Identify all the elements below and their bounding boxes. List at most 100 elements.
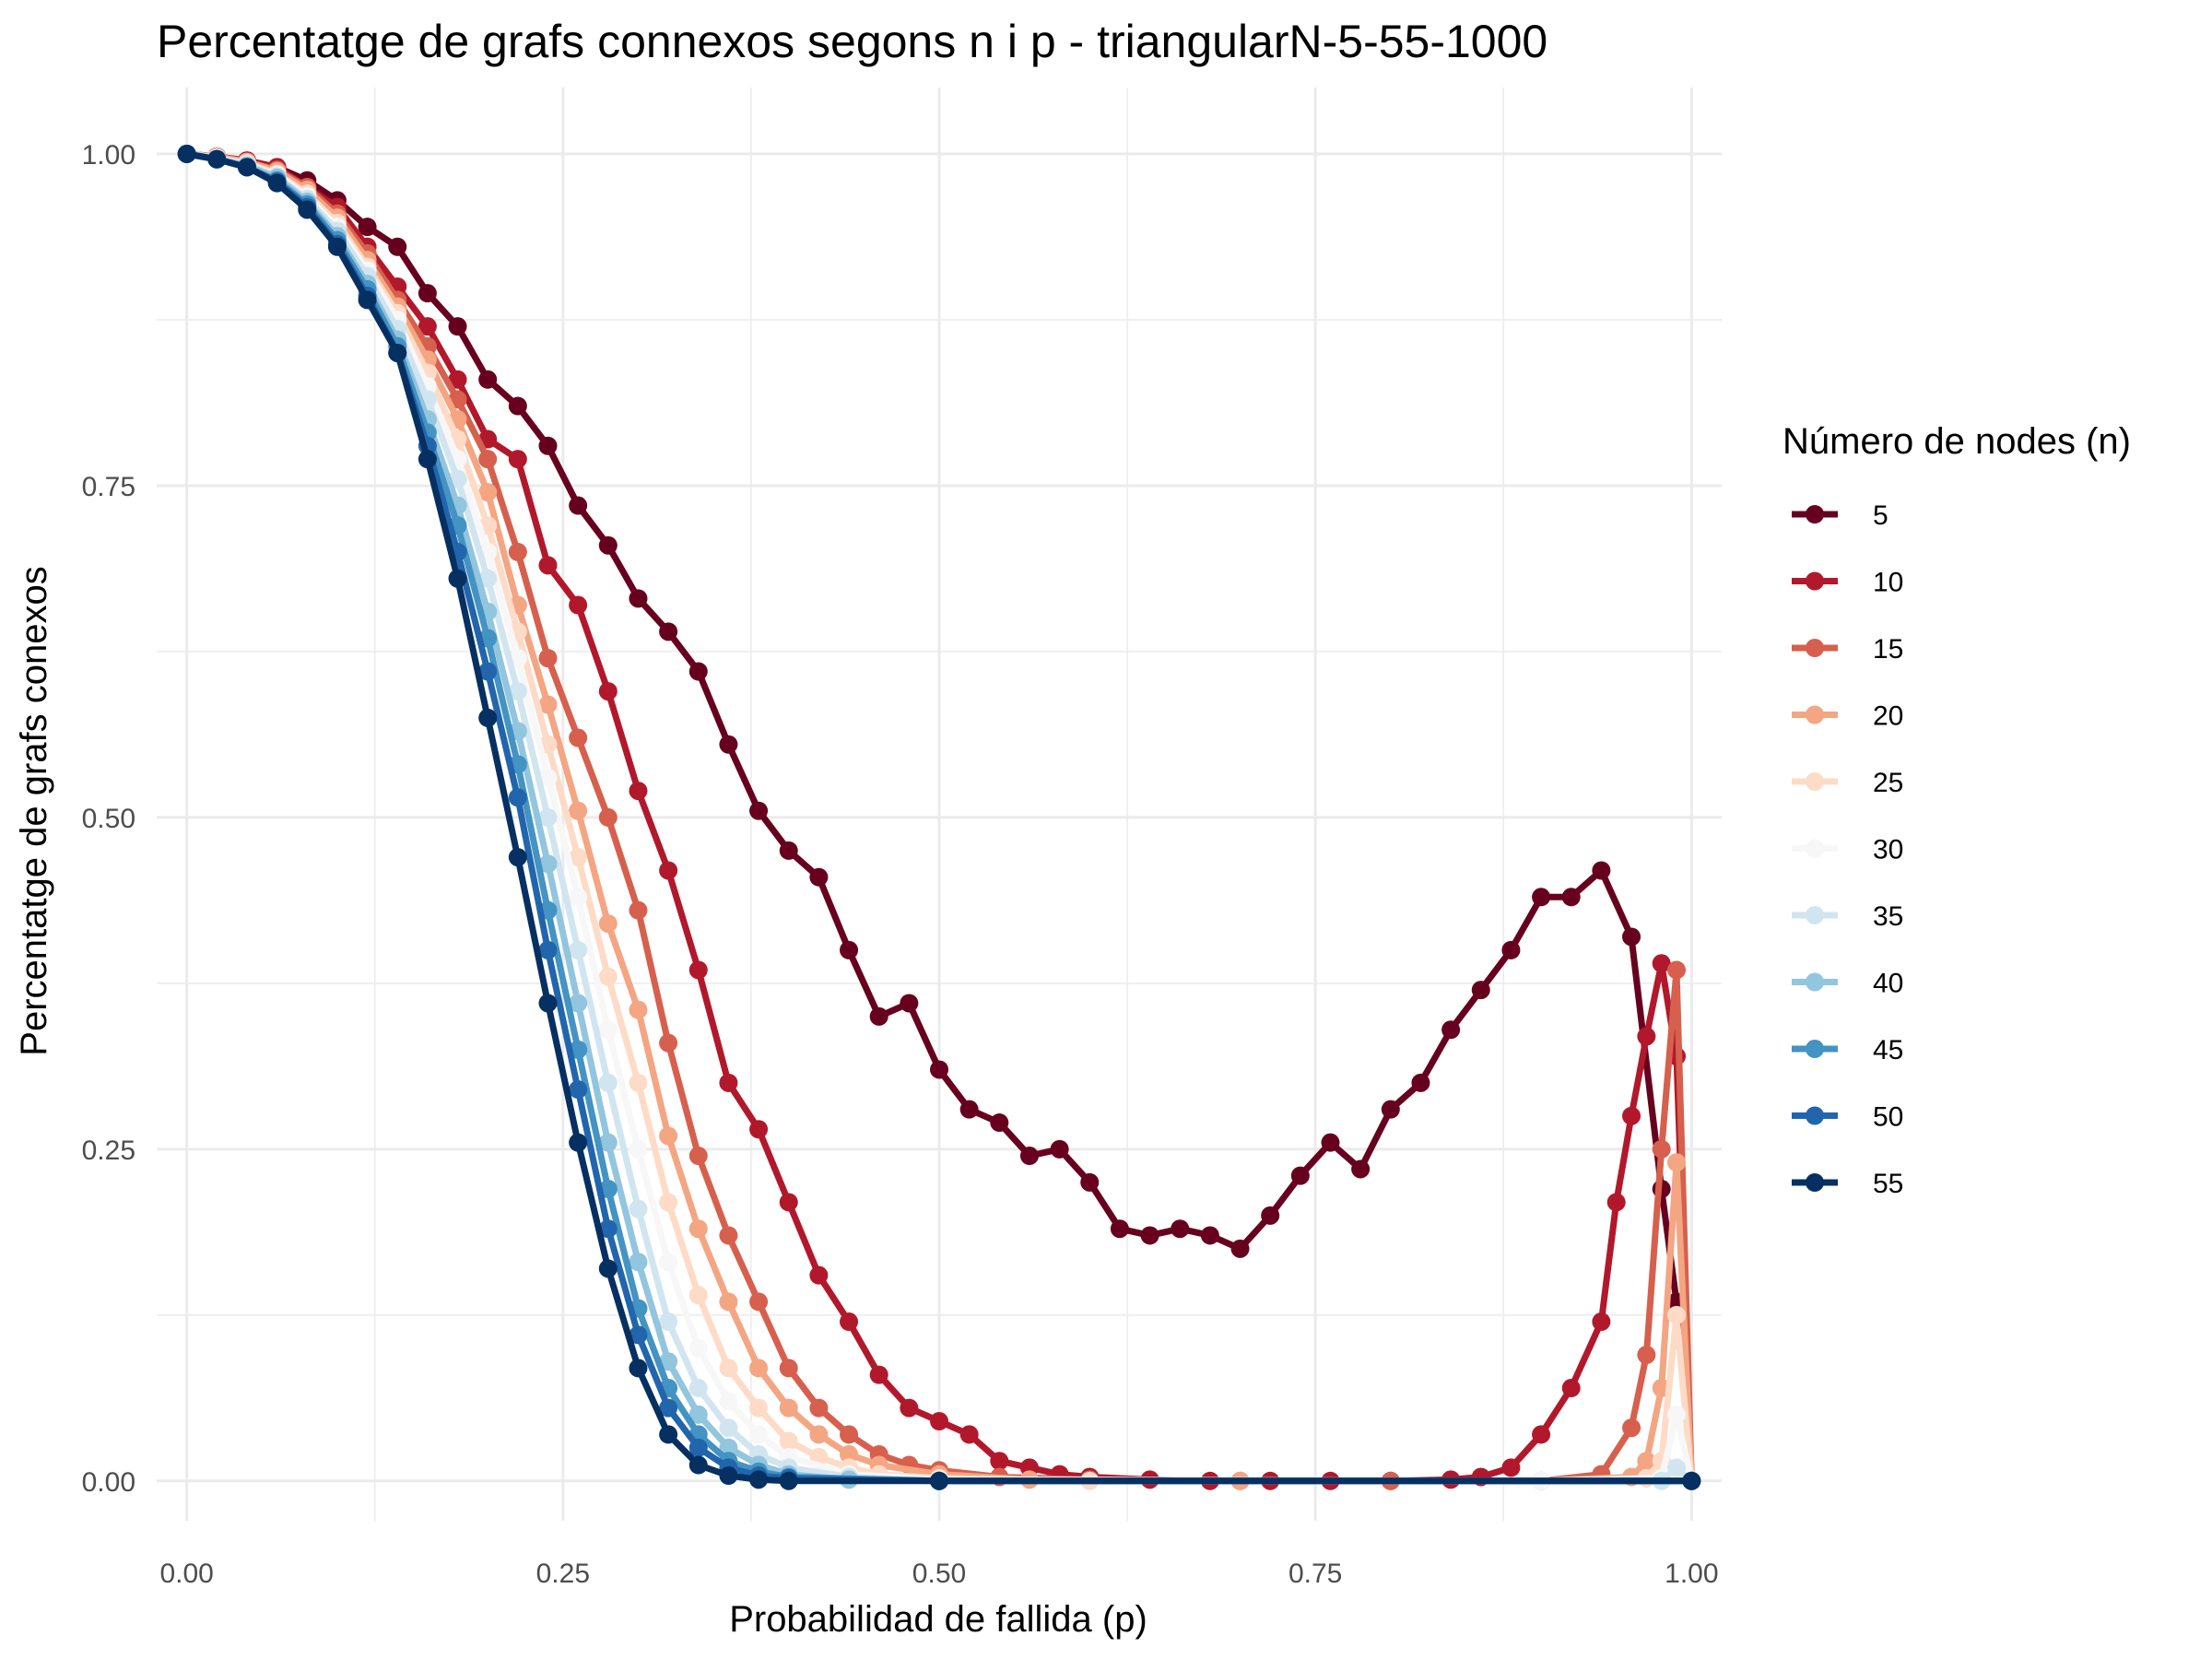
data-point [840, 1312, 859, 1332]
data-point [930, 1412, 948, 1431]
legend-label: 30 [1873, 835, 1903, 865]
data-point [688, 662, 708, 681]
data-point [1501, 940, 1521, 959]
y-tick-label: 0.00 [82, 1467, 135, 1498]
data-point [298, 200, 317, 219]
data-point [538, 994, 558, 1013]
legend-key-point [1806, 1106, 1824, 1125]
data-point [1667, 1405, 1687, 1424]
data-point [569, 888, 588, 907]
data-point [569, 801, 588, 820]
data-point [538, 436, 558, 455]
data-point [719, 1073, 738, 1092]
data-point [749, 1470, 769, 1489]
data-point [779, 1431, 798, 1451]
data-point [688, 1455, 708, 1475]
data-point [869, 1365, 888, 1384]
data-point [840, 1425, 859, 1444]
data-point [1667, 1458, 1687, 1477]
legend-label: 5 [1873, 500, 1888, 531]
legend-key-point [1806, 839, 1824, 858]
data-point [1532, 888, 1551, 907]
data-point [598, 1020, 618, 1040]
data-point [1050, 1139, 1069, 1159]
data-point [207, 149, 227, 169]
data-point [1667, 1305, 1687, 1324]
data-point [478, 708, 498, 727]
data-point [688, 1438, 708, 1457]
data-point [930, 1471, 948, 1490]
x-axis-ticks: 0.00 0.25 0.50 0.75 1.00 [159, 1559, 1718, 1589]
data-point [719, 1292, 738, 1312]
data-point [569, 595, 588, 615]
data-point [569, 940, 588, 959]
legend-key-point [1806, 772, 1824, 791]
legend-label: 15 [1873, 634, 1903, 665]
data-point [1592, 861, 1611, 880]
data-point [659, 622, 678, 641]
data-point [1622, 1418, 1641, 1438]
y-tick-label: 0.25 [82, 1135, 135, 1166]
series-line-5 [186, 150, 1695, 1482]
data-point [1637, 1346, 1656, 1365]
data-point [1411, 1073, 1430, 1092]
data-point [1110, 1219, 1129, 1239]
data-point [1652, 954, 1671, 973]
data-point [659, 1253, 678, 1272]
data-point [629, 782, 648, 801]
data-point [508, 542, 527, 561]
data-point [598, 535, 618, 555]
data-point [538, 940, 558, 959]
legend-item-55: 55 [1792, 1169, 1903, 1199]
data-point [779, 1471, 798, 1490]
legend-key-point [1806, 1173, 1824, 1192]
legend-label: 55 [1873, 1169, 1903, 1199]
data-point [1622, 1106, 1641, 1125]
data-point [1561, 1379, 1581, 1398]
data-point [388, 343, 407, 362]
data-point [1637, 1452, 1656, 1471]
data-point [1682, 1471, 1701, 1490]
data-point [629, 1199, 648, 1218]
data-point [569, 994, 588, 1013]
data-point [659, 1126, 678, 1146]
data-point [569, 848, 588, 867]
data-point [1381, 1100, 1400, 1119]
legend-key-point [1806, 571, 1824, 591]
data-point [418, 317, 437, 336]
legend: Número de nodes (n) 51015202530354045505… [1783, 421, 2131, 1199]
data-point [1171, 1219, 1190, 1239]
data-point [719, 1226, 738, 1245]
legend-item-30: 30 [1792, 835, 1903, 865]
data-point [538, 854, 558, 874]
data-point [1351, 1159, 1371, 1179]
data-point [598, 682, 618, 701]
data-point [779, 1359, 798, 1378]
data-point [1667, 1153, 1687, 1172]
data-point [598, 1259, 618, 1278]
data-point [749, 1120, 769, 1139]
data-point [659, 1398, 678, 1418]
data-point [659, 1033, 678, 1053]
y-axis-ticks: 0.00 0.25 0.50 0.75 1.00 [82, 140, 135, 1498]
data-point [538, 807, 558, 827]
x-tick-label: 0.50 [912, 1559, 966, 1589]
data-point [629, 1000, 648, 1019]
data-point [659, 861, 678, 880]
chart-title: Percentatge de grafs connexos segons n i… [157, 16, 1547, 67]
data-point [508, 396, 527, 416]
legend-label: 10 [1873, 568, 1903, 598]
data-point [598, 807, 618, 827]
x-tick-label: 0.00 [159, 1559, 213, 1589]
data-point [448, 569, 467, 588]
data-point [749, 1425, 769, 1444]
legend-item-5: 5 [1792, 500, 1888, 531]
data-point [749, 801, 769, 820]
data-point [719, 735, 738, 754]
data-point [629, 589, 648, 608]
legend-label: 25 [1873, 768, 1903, 798]
data-point [1652, 1139, 1671, 1159]
data-point [569, 1080, 588, 1100]
data-point [659, 1312, 678, 1332]
legend-key-point [1806, 705, 1824, 724]
